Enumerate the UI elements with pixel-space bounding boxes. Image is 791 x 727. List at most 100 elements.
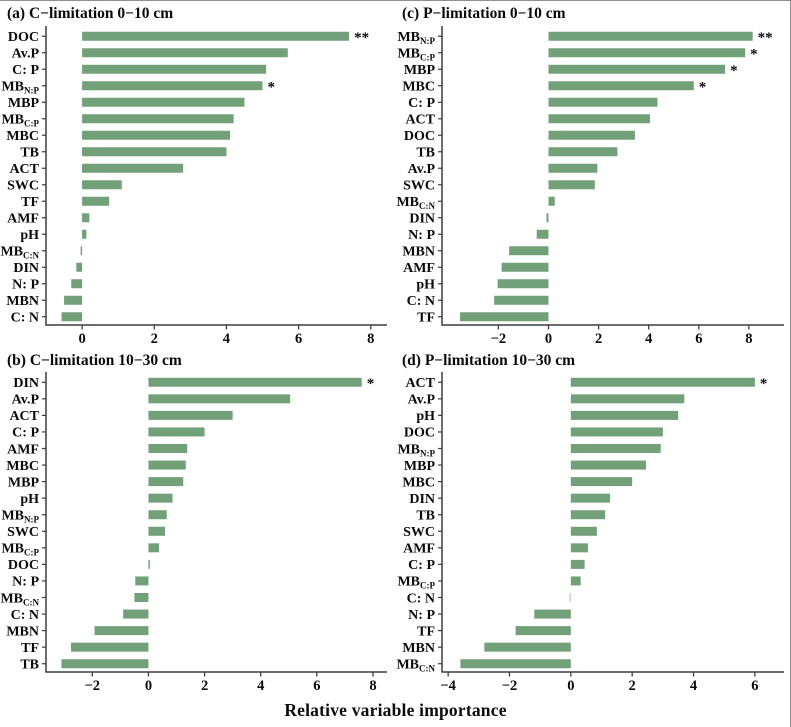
significance-mark: ** [354, 30, 369, 46]
x-tick-label: 6 [695, 331, 702, 347]
category-label: MBN:P [1, 509, 39, 525]
significance-mark: * [268, 79, 276, 95]
category-label: N: P [408, 228, 435, 243]
bar [148, 410, 233, 420]
category-label: SWC [403, 525, 435, 540]
bar [546, 213, 549, 223]
category-label: C: P [12, 426, 39, 441]
category-label: MBC:N [396, 658, 435, 674]
x-tick-label: 0 [78, 331, 85, 347]
bar [570, 576, 581, 586]
bar [148, 477, 184, 487]
category-label: pH [416, 409, 435, 424]
x-tick-label: 4 [257, 678, 264, 694]
bar [64, 295, 83, 305]
bar [148, 394, 291, 404]
bar [536, 229, 549, 239]
panel-d: (d) P−limitation 10−30 cm −4 −2 0 2 4 6 ACT * Av.… [396, 352, 784, 694]
panel-b: (b) C−limitation 10−30 cm −2 0 2 4 6 8 DIN * Av.P… [0, 352, 387, 694]
category-label: C: P [408, 558, 435, 573]
bar [570, 559, 585, 569]
bar [135, 576, 149, 586]
bar [82, 229, 87, 239]
category-label: pH [20, 228, 39, 243]
x-tick-label: 2 [201, 678, 208, 694]
category-label: MBC:P [397, 47, 435, 63]
category-label: Av.P [408, 393, 436, 408]
category-label: TB [416, 509, 435, 524]
category-label: MBN:P [397, 442, 435, 458]
category-label: ACT [9, 409, 39, 424]
category-label: MBC [6, 129, 39, 144]
bar [548, 180, 595, 190]
category-label: MBP [8, 475, 40, 490]
category-label: MBN:P [1, 80, 39, 96]
bar [570, 460, 646, 470]
category-label: MBC:P [397, 575, 435, 591]
bar [76, 262, 83, 272]
bar [148, 377, 362, 387]
category-label: MBC:N [0, 245, 39, 261]
bar [82, 163, 184, 173]
bar [80, 246, 83, 256]
category-label: MBC:N [0, 591, 39, 607]
x-tick-label: 4 [223, 331, 230, 347]
x-axis-title: Relative variable importance [284, 700, 507, 720]
bar [494, 295, 549, 305]
category-label: MBC [6, 459, 39, 474]
x-tick-label: 0 [545, 331, 552, 347]
bar [548, 48, 746, 58]
category-label: MBC [402, 80, 435, 95]
category-label: N: P [12, 278, 39, 293]
bar [82, 130, 231, 140]
category-label: Av.P [408, 162, 436, 177]
x-tick-label: 6 [295, 331, 302, 347]
bar [148, 427, 205, 437]
significance-mark: * [730, 63, 738, 79]
category-label: MBN:P [397, 30, 435, 46]
bar [569, 593, 571, 602]
category-label: TB [20, 658, 39, 673]
category-label: N: P [12, 575, 39, 590]
bar [570, 444, 661, 453]
category-label: C: P [12, 63, 39, 78]
category-label: Av.P [12, 393, 40, 408]
category-label-subscript: C:N [23, 251, 39, 261]
bar [548, 114, 650, 124]
bar [82, 97, 245, 107]
category-label: AMF [7, 212, 39, 227]
category-label: MBP [404, 459, 436, 474]
bar [82, 64, 267, 74]
bar [570, 510, 606, 520]
category-label: MBN [6, 624, 39, 639]
bar [570, 526, 597, 536]
bar [82, 31, 350, 41]
bar [548, 130, 635, 140]
category-label-subscript: N:P [24, 515, 39, 525]
panels-grid: (a) C−limitation 0−10 cm 0 2 4 6 8 DOC ** Av.P C:… [0, 5, 784, 694]
bar [570, 394, 685, 404]
bar [82, 147, 227, 157]
category-label-subscript: N:P [24, 86, 39, 96]
x-tick-label: 4 [645, 331, 652, 347]
bar [148, 559, 150, 569]
x-tick-label: 2 [151, 331, 158, 347]
x-tick-label: 6 [751, 678, 758, 694]
bar [548, 196, 555, 206]
category-label: MBN [402, 245, 435, 260]
category-label-subscript: N:P [420, 448, 435, 458]
bar [82, 213, 90, 223]
bar [148, 543, 160, 553]
significance-mark: ** [758, 30, 773, 46]
x-tick-label: −2 [502, 678, 518, 694]
category-label: MBN [6, 294, 39, 309]
bar [82, 81, 263, 91]
bar [82, 180, 122, 190]
category-label: DIN [409, 492, 435, 507]
bar [509, 246, 549, 256]
category-label: TF [417, 311, 435, 326]
bar [82, 196, 110, 206]
x-tick-label: 0 [145, 678, 152, 694]
